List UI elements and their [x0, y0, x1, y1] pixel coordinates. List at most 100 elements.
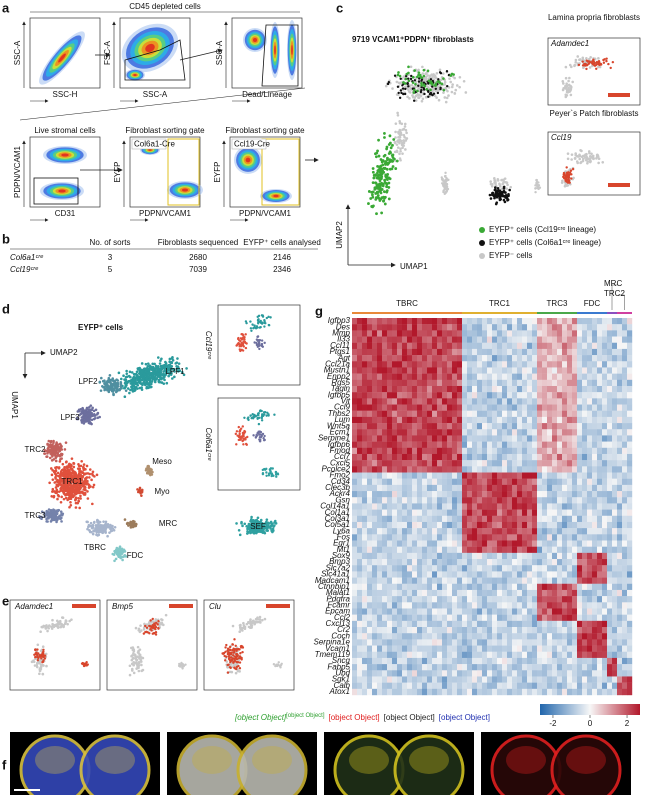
- heatmap-cell: [362, 614, 368, 622]
- heatmap-cell: [367, 583, 373, 591]
- heatmap-cell: [417, 559, 423, 566]
- heatmap-cell: [417, 515, 423, 523]
- heatmap-cell: [412, 515, 418, 523]
- cell-dot: [146, 364, 150, 368]
- heatmap-cell: [422, 645, 428, 652]
- cell-dot: [578, 154, 582, 158]
- heatmap-cell: [407, 676, 413, 683]
- heatmap-cell: [357, 639, 363, 646]
- cell-dot: [151, 368, 154, 372]
- cell-dot: [100, 526, 104, 529]
- cell-dot: [92, 483, 96, 487]
- y-axis-label: FSC-A: [103, 40, 112, 65]
- heatmap-cell: [407, 398, 413, 405]
- cell-dot: [258, 338, 262, 342]
- cell-dot: [383, 132, 386, 135]
- heatmap-cell: [427, 589, 433, 597]
- heatmap-cell: [367, 503, 373, 510]
- heatmap-cell: [427, 602, 433, 609]
- y-axis-label: PDPN/VCAM1: [13, 145, 22, 198]
- heatmap-cell: [432, 571, 438, 578]
- heatmap-cell: [362, 503, 368, 510]
- heatmap-cell: [362, 546, 368, 554]
- heatmap-cell: [372, 385, 378, 393]
- heatmap-cell: [417, 466, 423, 473]
- cell-dot: [126, 521, 130, 525]
- heatmap-cell: [372, 361, 378, 368]
- gene-title: Bmp5: [112, 602, 133, 611]
- cell-dot: [170, 365, 174, 368]
- heatmap-cell: [362, 657, 368, 665]
- heatmap-cell: [412, 509, 418, 516]
- heatmap-cell: [382, 447, 388, 455]
- cell-dot: [590, 60, 594, 64]
- cell-dot: [388, 134, 392, 138]
- heatmap-cell: [432, 521, 438, 529]
- heatmap-cell: [382, 546, 388, 554]
- cell-dot: [450, 90, 454, 94]
- heatmap-cell: [427, 509, 433, 516]
- cell-dot: [575, 154, 579, 158]
- cell-dot: [249, 414, 252, 417]
- cell-dot: [257, 529, 260, 533]
- cell-dot: [445, 70, 449, 73]
- cell-dot: [276, 664, 279, 667]
- heatmap-cell: [352, 670, 358, 677]
- cell-dot: [104, 520, 108, 524]
- heatmap-cell: [387, 453, 393, 461]
- cell-dot: [58, 460, 62, 463]
- cell-dot: [58, 454, 62, 458]
- heatmap-cell: [367, 565, 373, 572]
- cell-dot: [393, 150, 397, 154]
- heatmap-cell: [397, 379, 403, 387]
- cell-dot: [36, 643, 40, 647]
- heatmap-cell: [372, 336, 378, 343]
- heatmap-cell: [427, 645, 433, 652]
- cell-dot: [83, 491, 87, 495]
- heatmap-cell: [397, 583, 403, 591]
- heatmap-cell: [422, 596, 428, 603]
- cell-dot: [82, 664, 86, 668]
- cell-dot: [146, 371, 150, 374]
- cell-dot: [115, 388, 119, 392]
- heatmap-cell: [362, 330, 368, 337]
- cell-dot: [379, 191, 383, 195]
- heatmap-cell: [432, 608, 438, 615]
- cell-dot: [33, 664, 37, 667]
- heatmap-cell: [407, 583, 413, 591]
- plot-title: Live stromal cells: [34, 126, 95, 135]
- cell-dot: [123, 518, 127, 521]
- cell-dot: [128, 664, 132, 668]
- heatmap-cell: [387, 651, 393, 659]
- heatmap-cell: [432, 503, 438, 510]
- heatmap-cell: [357, 565, 363, 572]
- cell-dot: [71, 475, 74, 479]
- heatmap-cell: [352, 330, 358, 337]
- heatmap-cell: [412, 521, 418, 529]
- cluster-label: SEF: [250, 522, 266, 531]
- cell-dot: [132, 372, 136, 376]
- cell-dot: [411, 81, 415, 84]
- heatmap-cell: [402, 627, 408, 634]
- cell-dot: [564, 93, 568, 97]
- heatmap-cell: [392, 453, 398, 461]
- cell-dot: [135, 662, 138, 666]
- heatmap-cell: [372, 404, 378, 411]
- cell-dot: [367, 202, 370, 205]
- cell-dot: [416, 89, 419, 93]
- heatmap-cell: [412, 318, 418, 325]
- heatmap-cell: [397, 324, 403, 331]
- heatmap-cell: [382, 497, 388, 504]
- heatmap-cell: [392, 318, 398, 325]
- cell-dot: [85, 464, 89, 468]
- heatmap-cell: [357, 602, 363, 609]
- cell-dot: [96, 534, 99, 537]
- heatmap-cell: [357, 423, 363, 430]
- heatmap-cell: [382, 460, 388, 467]
- cell-dot: [46, 443, 49, 446]
- cell-dot: [380, 159, 384, 163]
- heatmap-cell: [402, 373, 408, 381]
- heatmap-cell: [432, 559, 438, 566]
- heatmap-cell: [412, 460, 418, 467]
- heatmap-cell: [362, 416, 368, 424]
